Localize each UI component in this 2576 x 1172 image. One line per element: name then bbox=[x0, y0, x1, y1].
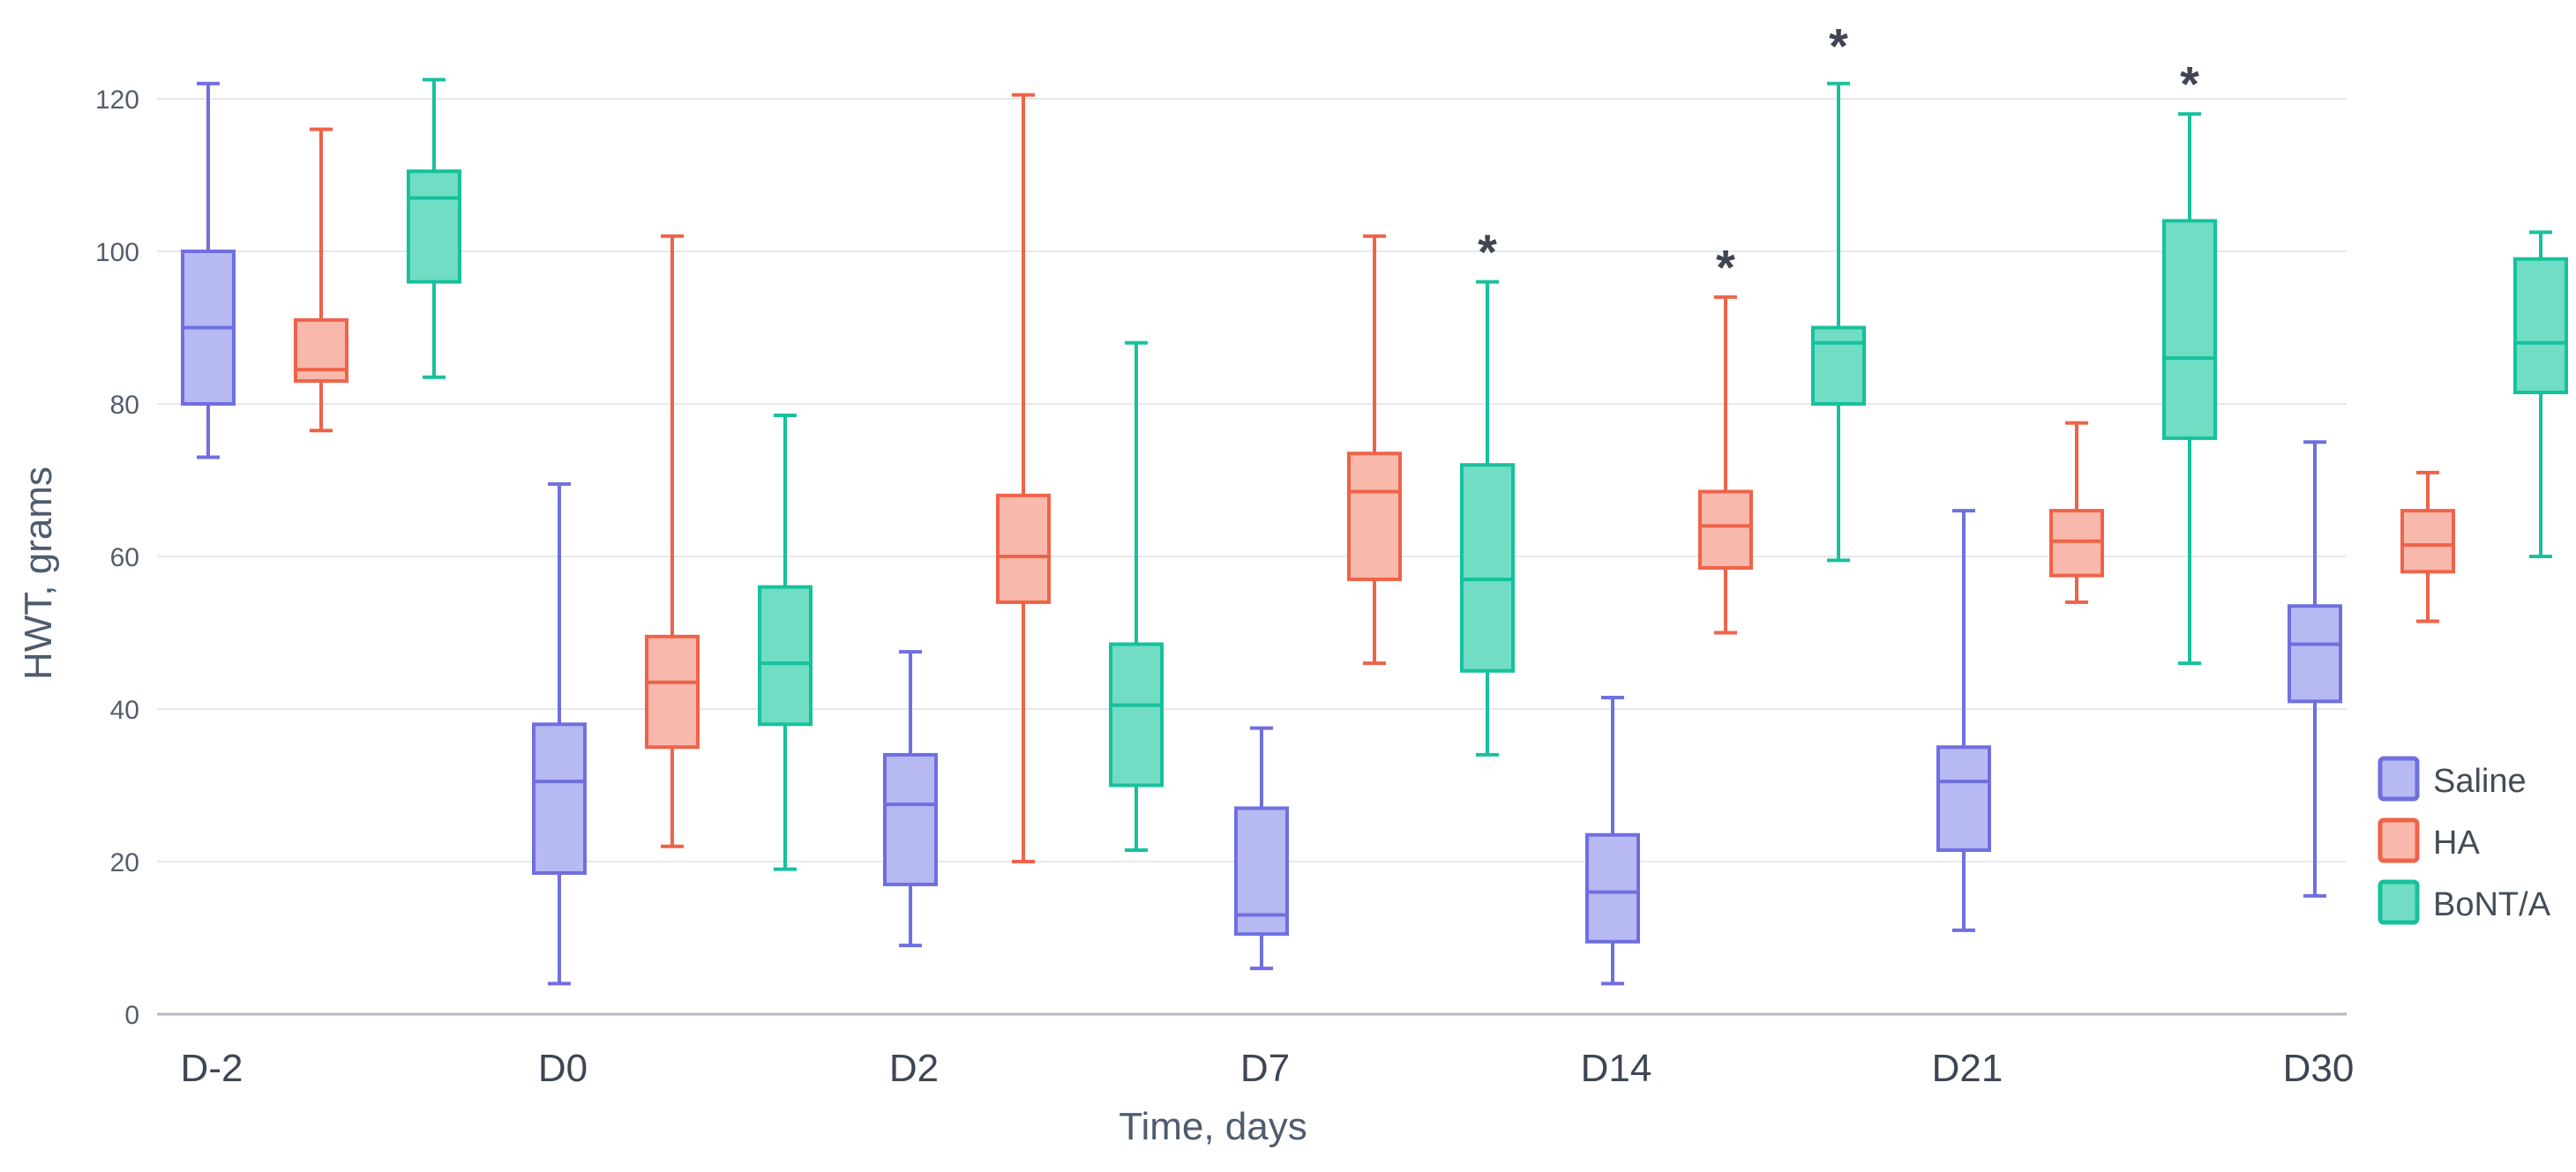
iqr-box bbox=[2162, 219, 2217, 440]
legend-swatch bbox=[2378, 879, 2420, 925]
legend-label: HA bbox=[2433, 825, 2480, 862]
iqr-box bbox=[1811, 325, 1866, 406]
x-tick-label: D30 bbox=[2283, 1047, 2355, 1090]
legend-item[interactable]: HA bbox=[2378, 817, 2480, 863]
box-D21-BoNT/A bbox=[2162, 112, 2217, 666]
iqr-box bbox=[996, 493, 1051, 604]
y-tick-label: 40 bbox=[110, 696, 139, 725]
legend-swatch bbox=[2378, 756, 2420, 802]
iqr-box bbox=[2288, 604, 2342, 704]
legend: Saline HA BoNT/A bbox=[2378, 756, 2551, 925]
iqr-box bbox=[883, 752, 938, 886]
iqr-box bbox=[1460, 463, 1515, 673]
y-tick-label: 0 bbox=[124, 1001, 139, 1030]
significance-asterisk: * bbox=[1478, 224, 1497, 280]
iqr-box bbox=[1698, 489, 1753, 570]
iqr-box bbox=[407, 169, 461, 284]
iqr-box bbox=[2400, 509, 2455, 574]
box-D0-Saline bbox=[532, 481, 587, 986]
x-axis-tick-labels: D-2 D0 D2 D7 D14 D21 D30 bbox=[181, 1047, 2355, 1090]
box-D30-BoNT/A bbox=[2513, 230, 2568, 558]
y-tick-label: 80 bbox=[110, 391, 139, 420]
iqr-box bbox=[1234, 806, 1289, 937]
gridlines bbox=[157, 98, 2347, 1016]
iqr-box bbox=[2049, 509, 2104, 578]
box-D30-HA bbox=[2400, 470, 2455, 623]
iqr-box bbox=[294, 317, 348, 384]
iqr-box bbox=[2513, 257, 2568, 395]
box-series bbox=[181, 78, 2568, 986]
box-D2-BoNT/A bbox=[1109, 340, 1164, 853]
series-bont-a bbox=[407, 78, 2568, 871]
legend-item[interactable]: BoNT/A bbox=[2378, 879, 2551, 925]
legend-swatch bbox=[2378, 817, 2420, 863]
box-D2-HA bbox=[996, 93, 1051, 863]
iqr-box bbox=[1585, 832, 1640, 944]
series-saline bbox=[181, 81, 2342, 986]
x-tick-label: D14 bbox=[1581, 1047, 1652, 1090]
y-axis-title: HWT, grams bbox=[17, 467, 60, 680]
iqr-box bbox=[758, 585, 812, 727]
box-D21-HA bbox=[2049, 421, 2104, 604]
box-D14-BoNT/A bbox=[1811, 81, 1866, 563]
y-axis-tick-labels: 0 20 40 60 80 100 120 bbox=[95, 86, 139, 1030]
significance-annotations: * * * * bbox=[1478, 18, 2199, 295]
box-D7-HA bbox=[1347, 234, 1402, 666]
x-tick-label: D0 bbox=[538, 1047, 588, 1090]
series-ha bbox=[294, 93, 2455, 863]
x-tick-label: D2 bbox=[889, 1047, 939, 1090]
box-D0-BoNT/A bbox=[758, 413, 812, 871]
x-tick-label: D21 bbox=[1932, 1047, 2003, 1090]
box-D14-Saline bbox=[1585, 696, 1640, 986]
box-D-2-BoNT/A bbox=[407, 78, 461, 379]
iqr-box bbox=[1347, 452, 1402, 581]
x-tick-label: D-2 bbox=[181, 1047, 243, 1090]
box-D21-Saline bbox=[1936, 509, 1991, 932]
box-D-2-HA bbox=[294, 127, 348, 433]
y-tick-label: 60 bbox=[110, 543, 139, 572]
legend-label: BoNT/A bbox=[2433, 886, 2551, 923]
box-D14-HA bbox=[1698, 295, 1753, 635]
x-axis-title: Time, days bbox=[1119, 1105, 1307, 1148]
iqr-box bbox=[645, 634, 700, 750]
box-D7-BoNT/A bbox=[1460, 280, 1515, 757]
legend-item[interactable]: Saline bbox=[2378, 756, 2527, 802]
iqr-box bbox=[1109, 642, 1164, 788]
box-D-2-Saline bbox=[181, 81, 236, 459]
iqr-box bbox=[1936, 745, 1991, 853]
significance-asterisk: * bbox=[1716, 239, 1735, 295]
iqr-box bbox=[532, 722, 587, 875]
box-D30-Saline bbox=[2288, 440, 2342, 898]
box-D7-Saline bbox=[1234, 726, 1289, 971]
y-tick-label: 120 bbox=[95, 86, 139, 115]
x-tick-label: D7 bbox=[1240, 1047, 1290, 1090]
significance-asterisk: * bbox=[1829, 18, 1848, 73]
y-tick-label: 100 bbox=[95, 238, 139, 267]
box-D2-Saline bbox=[883, 650, 938, 948]
box-D0-HA bbox=[645, 234, 700, 848]
legend-label: Saline bbox=[2433, 763, 2527, 800]
significance-asterisk: * bbox=[2180, 56, 2199, 112]
y-tick-label: 20 bbox=[110, 848, 139, 877]
